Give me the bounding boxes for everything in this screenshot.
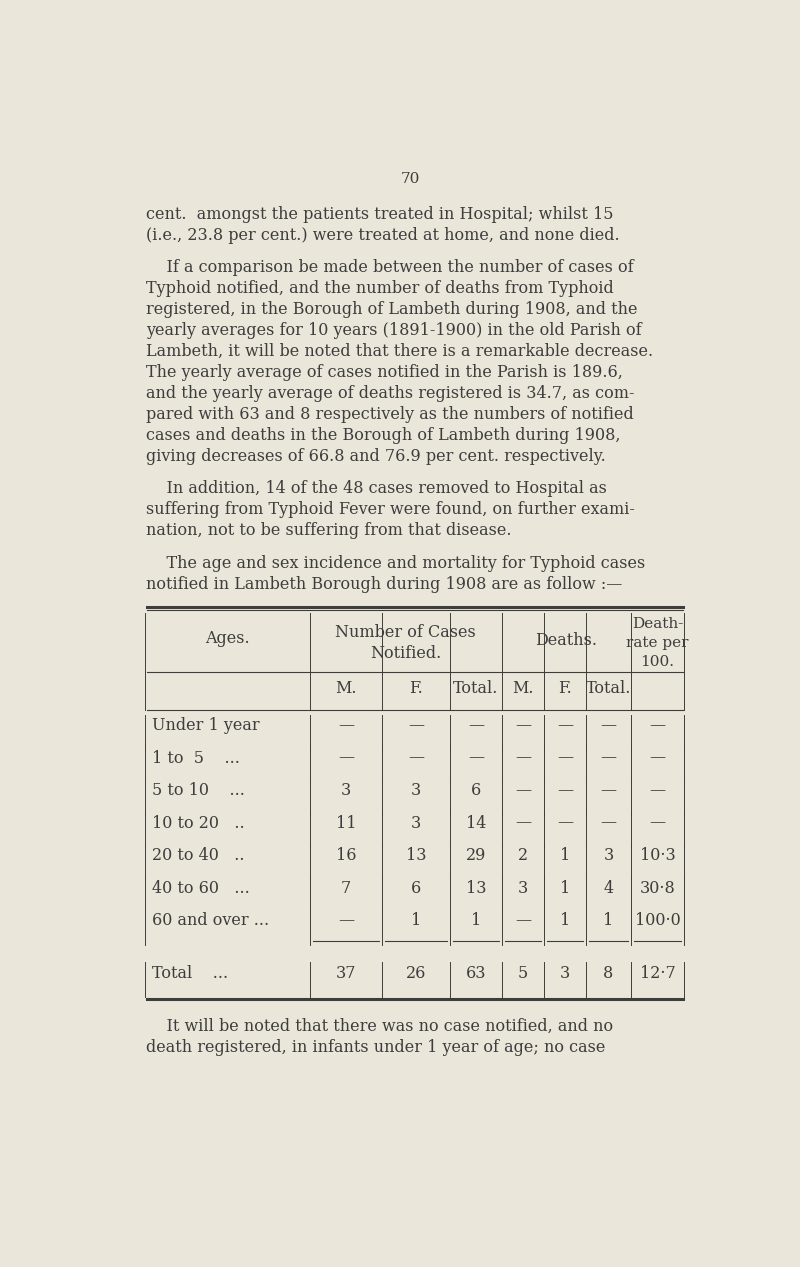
- Text: Typhoid notified, and the number of deaths from Typhoid: Typhoid notified, and the number of deat…: [146, 280, 614, 298]
- Text: Notified.: Notified.: [370, 645, 442, 661]
- Text: —: —: [514, 912, 531, 929]
- Text: 3: 3: [341, 782, 351, 799]
- Text: —: —: [650, 750, 666, 767]
- Text: Deaths.: Deaths.: [535, 632, 598, 649]
- Text: 12·7: 12·7: [639, 964, 675, 982]
- Text: 13: 13: [466, 879, 486, 897]
- Text: 63: 63: [466, 964, 486, 982]
- Text: —: —: [600, 815, 617, 831]
- Text: —: —: [650, 717, 666, 734]
- Text: and the yearly average of deaths registered is 34.7, as com-: and the yearly average of deaths registe…: [146, 385, 635, 402]
- Text: giving decreases of 66.8 and 76.9 per cent. respectively.: giving decreases of 66.8 and 76.9 per ce…: [146, 449, 606, 465]
- Text: Total.: Total.: [454, 680, 498, 697]
- Text: 3: 3: [411, 782, 422, 799]
- Text: —: —: [600, 717, 617, 734]
- Text: 14: 14: [466, 815, 486, 831]
- Text: 20 to 40   ..: 20 to 40 ..: [152, 848, 245, 864]
- Text: 13: 13: [406, 848, 426, 864]
- Text: —: —: [650, 815, 666, 831]
- Text: —: —: [514, 717, 531, 734]
- Text: (i.e., 23.8 per cent.) were treated at home, and none died.: (i.e., 23.8 per cent.) were treated at h…: [146, 227, 620, 243]
- Text: notified in Lambeth Borough during 1908 are as follow :—: notified in Lambeth Borough during 1908 …: [146, 576, 623, 593]
- Text: 10 to 20   ..: 10 to 20 ..: [152, 815, 245, 831]
- Text: 4: 4: [603, 879, 614, 897]
- Text: 6: 6: [471, 782, 481, 799]
- Text: —: —: [408, 750, 424, 767]
- Text: —: —: [557, 750, 573, 767]
- Text: It will be noted that there was no case notified, and no: It will be noted that there was no case …: [146, 1019, 614, 1035]
- Text: 37: 37: [335, 964, 356, 982]
- Text: 11: 11: [335, 815, 356, 831]
- Text: —: —: [514, 782, 531, 799]
- Text: 16: 16: [335, 848, 356, 864]
- Text: 3: 3: [518, 879, 528, 897]
- Text: yearly averages for 10 years (1891-1900) in the old Parish of: yearly averages for 10 years (1891-1900)…: [146, 322, 642, 340]
- Text: Total    ...: Total ...: [152, 964, 228, 982]
- Text: —: —: [557, 782, 573, 799]
- Text: nation, not to be suffering from that disease.: nation, not to be suffering from that di…: [146, 522, 512, 540]
- Text: —: —: [650, 782, 666, 799]
- Text: 1: 1: [471, 912, 481, 929]
- Text: pared with 63 and 8 respectively as the numbers of notified: pared with 63 and 8 respectively as the …: [146, 405, 634, 423]
- Text: The yearly average of cases notified in the Parish is 189.6,: The yearly average of cases notified in …: [146, 364, 623, 381]
- Text: —: —: [600, 750, 617, 767]
- Text: —: —: [408, 717, 424, 734]
- Text: 3: 3: [560, 964, 570, 982]
- Text: —: —: [468, 750, 484, 767]
- Text: 2: 2: [518, 848, 528, 864]
- Text: M.: M.: [512, 680, 534, 697]
- Text: 8: 8: [603, 964, 614, 982]
- Text: Death-: Death-: [632, 617, 683, 631]
- Text: —: —: [557, 717, 573, 734]
- Text: cent.  amongst the patients treated in Hospital; whilst 15: cent. amongst the patients treated in Ho…: [146, 205, 614, 223]
- Text: 30·8: 30·8: [639, 879, 675, 897]
- Text: 5: 5: [518, 964, 528, 982]
- Text: 1 to  5    ...: 1 to 5 ...: [152, 750, 240, 767]
- Text: Total.: Total.: [586, 680, 631, 697]
- Text: —: —: [514, 750, 531, 767]
- Text: rate per: rate per: [626, 636, 689, 650]
- Text: —: —: [557, 815, 573, 831]
- Text: registered, in the Borough of Lambeth during 1908, and the: registered, in the Borough of Lambeth du…: [146, 302, 638, 318]
- Text: 1: 1: [560, 848, 570, 864]
- Text: 1: 1: [603, 912, 614, 929]
- Text: —: —: [600, 782, 617, 799]
- Text: If a comparison be made between the number of cases of: If a comparison be made between the numb…: [146, 260, 634, 276]
- Text: 5 to 10    ...: 5 to 10 ...: [152, 782, 245, 799]
- Text: suffering from Typhoid Fever were found, on further exami-: suffering from Typhoid Fever were found,…: [146, 502, 635, 518]
- Text: 100.: 100.: [640, 655, 674, 669]
- Text: The age and sex incidence and mortality for Typhoid cases: The age and sex incidence and mortality …: [146, 555, 646, 571]
- Text: In addition, 14 of the 48 cases removed to Hospital as: In addition, 14 of the 48 cases removed …: [146, 480, 607, 498]
- Text: F.: F.: [410, 680, 423, 697]
- Text: 1: 1: [560, 879, 570, 897]
- Text: —: —: [338, 750, 354, 767]
- Text: —: —: [338, 912, 354, 929]
- Text: Number of Cases: Number of Cases: [335, 623, 476, 641]
- Text: death registered, in infants under 1 year of age; no case: death registered, in infants under 1 yea…: [146, 1039, 606, 1055]
- Text: 70: 70: [400, 171, 420, 185]
- Text: 1: 1: [411, 912, 422, 929]
- Text: 7: 7: [341, 879, 351, 897]
- Text: Under 1 year: Under 1 year: [152, 717, 260, 734]
- Text: 60 and over ...: 60 and over ...: [152, 912, 270, 929]
- Text: 40 to 60   ...: 40 to 60 ...: [152, 879, 250, 897]
- Text: cases and deaths in the Borough of Lambeth during 1908,: cases and deaths in the Borough of Lambe…: [146, 427, 621, 443]
- Text: M.: M.: [335, 680, 357, 697]
- Text: Ages.: Ages.: [205, 630, 250, 647]
- Text: 29: 29: [466, 848, 486, 864]
- Text: 26: 26: [406, 964, 426, 982]
- Text: Lambeth, it will be noted that there is a remarkable decrease.: Lambeth, it will be noted that there is …: [146, 343, 654, 360]
- Text: —: —: [338, 717, 354, 734]
- Text: 1: 1: [560, 912, 570, 929]
- Text: —: —: [468, 717, 484, 734]
- Text: —: —: [514, 815, 531, 831]
- Text: F.: F.: [558, 680, 572, 697]
- Text: 3: 3: [603, 848, 614, 864]
- Text: 100·0: 100·0: [634, 912, 680, 929]
- Text: 6: 6: [411, 879, 422, 897]
- Text: 10·3: 10·3: [639, 848, 675, 864]
- Text: 3: 3: [411, 815, 422, 831]
